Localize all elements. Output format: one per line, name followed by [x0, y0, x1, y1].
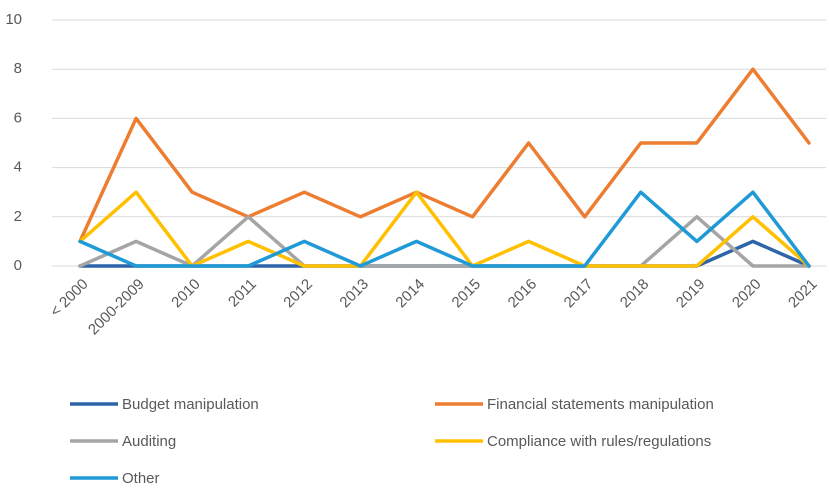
x-tick-label: 2010	[168, 276, 204, 312]
legend-label: Compliance with rules/regulations	[487, 433, 711, 450]
legend-label: Financial statements manipulation	[487, 396, 714, 413]
x-tick-label: 2015	[449, 276, 485, 312]
x-tick-label: 2018	[617, 276, 653, 312]
x-tick-label: 2016	[505, 276, 541, 312]
y-tick-label: 8	[14, 60, 22, 77]
legend-label: Auditing	[122, 433, 176, 450]
x-tick-label: 2000-2009	[85, 276, 148, 339]
series-line	[78, 190, 811, 268]
x-tick-label: 2020	[729, 276, 765, 312]
legend-label: Budget manipulation	[122, 396, 259, 413]
x-tick-label: < 2000	[47, 276, 92, 321]
y-tick-label: 2	[14, 208, 22, 225]
legend-label: Other	[122, 470, 160, 487]
x-tick-label: 2019	[673, 276, 709, 312]
series-line	[78, 215, 811, 268]
x-tick-label: 2012	[280, 276, 316, 312]
series-line	[78, 190, 811, 268]
x-tick-label: 2013	[336, 276, 372, 312]
y-tick-label: 10	[5, 11, 22, 28]
x-tick-label: 2021	[785, 276, 821, 312]
y-tick-label: 0	[14, 257, 22, 274]
x-tick-label: 2011	[225, 276, 260, 311]
x-tick-label: 2014	[392, 276, 428, 312]
y-tick-label: 4	[14, 159, 22, 176]
y-tick-label: 6	[14, 109, 22, 126]
series-line	[78, 67, 811, 244]
x-tick-label: 2017	[561, 276, 597, 312]
